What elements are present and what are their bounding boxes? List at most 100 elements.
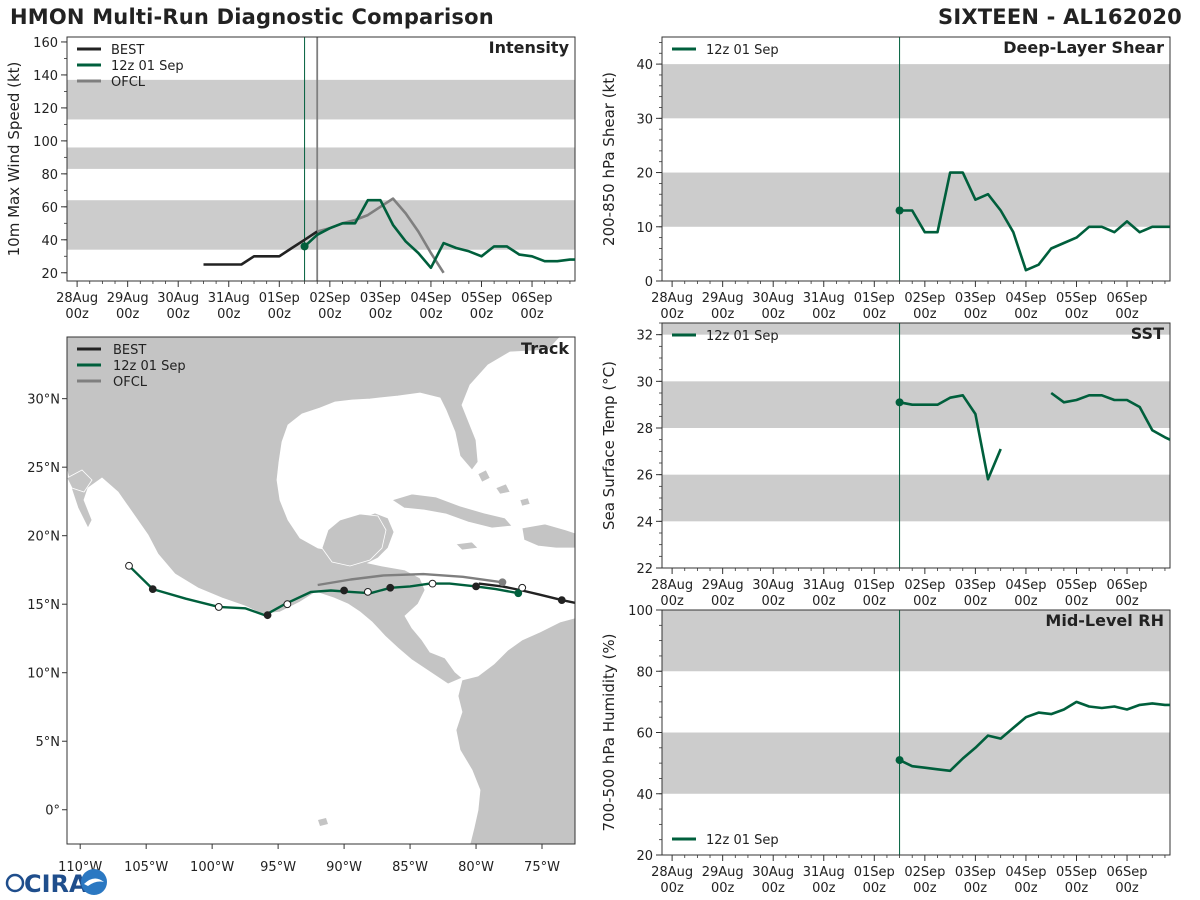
- intensity-xtick-label: 28Aug: [56, 291, 98, 306]
- intensity-xtick-label: 04Sep: [410, 291, 451, 306]
- sst-xtick-label: 01Sep: [854, 578, 895, 593]
- sst-xtick-label: 05Sep: [1056, 578, 1097, 593]
- sst-xtick-label-hour: 00z: [1014, 594, 1038, 609]
- track-line: [317, 572, 503, 587]
- shear-ytick-label: 40: [636, 58, 653, 73]
- rh-band: [662, 610, 1170, 672]
- rh-xtick-label-hour: 00z: [863, 881, 887, 896]
- chart-sst: 22242628303228Aug00z29Aug00z30Aug00z31Au…: [600, 322, 1171, 609]
- shear-xtick-label-hour: 00z: [1014, 307, 1038, 322]
- rh-ytick-label: 60: [636, 727, 653, 742]
- sst-xtick-label-hour: 00z: [1065, 594, 1089, 609]
- shear-xtick-label: 02Sep: [904, 291, 945, 306]
- intensity-band: [67, 200, 575, 250]
- track-legend-label: 12z 01 Sep: [113, 359, 186, 374]
- intensity-ytick-label: 160: [33, 36, 58, 51]
- rh-title: Mid-Level RH: [1045, 611, 1164, 630]
- sst-xtick-label: 28Aug: [651, 578, 693, 593]
- sst-band: [662, 323, 1170, 335]
- track-point: [125, 561, 133, 570]
- map-land-north-america: [67, 337, 561, 685]
- intensity-xtick-label: 29Aug: [107, 291, 149, 306]
- sst-xtick-label: 04Sep: [1005, 578, 1046, 593]
- rh-series-start-point: [895, 756, 904, 765]
- intensity-legend-label: 12z 01 Sep: [111, 59, 184, 74]
- shear-xtick-label-hour: 00z: [1115, 307, 1139, 322]
- intensity-ylabel: 10m Max Wind Speed (kt): [5, 62, 23, 257]
- rh-band: [662, 732, 1170, 794]
- intensity-legend-label: BEST: [111, 43, 144, 58]
- shear-xtick-label-hour: 00z: [812, 307, 836, 322]
- track-legend-label: BEST: [113, 343, 146, 358]
- shear-xtick-label-hour: 00z: [762, 307, 786, 322]
- rh-xtick-label-hour: 00z: [1014, 881, 1038, 896]
- intensity-ytick-label: 60: [41, 201, 58, 216]
- rh-xtick-label-hour: 00z: [812, 881, 836, 896]
- shear-xtick-label-hour: 00z: [964, 307, 988, 322]
- intensity-ytick-label: 20: [41, 267, 58, 282]
- sst-xtick-label-hour: 00z: [711, 594, 735, 609]
- track-point: [340, 586, 348, 595]
- map-land-bahamas: [477, 469, 531, 507]
- rh-xtick-label-hour: 00z: [660, 881, 684, 896]
- rh-ytick-label: 40: [636, 788, 653, 803]
- rh-xtick-label: 01Sep: [854, 865, 895, 880]
- rh-xtick-label-hour: 00z: [1115, 881, 1139, 896]
- map-land-yucatan: [321, 513, 387, 567]
- sst-frame: [661, 322, 1171, 569]
- map-land-jamaica: [455, 541, 479, 551]
- sst-ytick-label: 26: [636, 469, 653, 484]
- intensity-xtick-label-hour: 00z: [470, 307, 494, 322]
- shear-xtick-label: 28Aug: [651, 291, 693, 306]
- sst-xtick-label: 06Sep: [1107, 578, 1148, 593]
- intensity-legend-label: OFCL: [111, 75, 146, 90]
- sst-ytick-label: 32: [636, 329, 653, 344]
- shear-xtick-label: 04Sep: [1005, 291, 1046, 306]
- track-point: [428, 579, 437, 588]
- shear-legend-label: 12z 01 Sep: [706, 43, 779, 58]
- intensity-series-line: [203, 230, 318, 266]
- shear-series-start-point: [895, 206, 904, 215]
- rh-xtick-label: 04Sep: [1005, 865, 1046, 880]
- track-title: Track: [521, 339, 569, 358]
- rh-ytick-label: 100: [628, 604, 653, 619]
- sst-xtick-label: 29Aug: [702, 578, 744, 593]
- shear-xtick-label: 29Aug: [702, 291, 744, 306]
- storm-id: SIXTEEN - AL162020: [938, 5, 1182, 29]
- shear-xtick-label-hour: 00z: [863, 307, 887, 322]
- track-xtick-label: 75°W: [524, 860, 560, 875]
- intensity-xtick-label: 06Sep: [512, 291, 553, 306]
- sst-ytick-label: 22: [636, 562, 653, 577]
- map-land-galapagos: [318, 818, 328, 826]
- intensity-title: Intensity: [489, 38, 570, 57]
- shear-band: [662, 64, 1170, 119]
- rh-xtick-label-hour: 00z: [711, 881, 735, 896]
- sst-xtick-label-hour: 00z: [863, 594, 887, 609]
- track-point: [518, 583, 527, 592]
- sst-band: [662, 474, 1170, 522]
- track-ytick-label: 5°N: [36, 735, 61, 750]
- map-land-south-america: [455, 617, 575, 844]
- intensity-ytick-label: 100: [33, 135, 58, 150]
- intensity-xtick-label: 02Sep: [309, 291, 350, 306]
- logo-swirl-icon: [84, 878, 104, 886]
- sst-title: SST: [1131, 324, 1164, 343]
- shear-xtick-label-hour: 00z: [711, 307, 735, 322]
- map-land-baja: [67, 469, 93, 493]
- track-point: [214, 603, 223, 611]
- intensity-ytick-label: 140: [33, 69, 58, 84]
- track-xtick-label: 80°W: [458, 860, 494, 875]
- intensity-xtick-label: 05Sep: [461, 291, 502, 306]
- intensity-xtick-label-hour: 00z: [419, 307, 443, 322]
- rh-xtick-label: 30Aug: [752, 865, 794, 880]
- page-title: HMON Multi-Run Diagnostic Comparison: [10, 5, 494, 29]
- shear-ylabel: 200-850 hPa Shear (kt): [600, 72, 618, 246]
- rh-legend-label: 12z 01 Sep: [706, 833, 779, 848]
- intensity-frame: [66, 36, 576, 282]
- track-point: [498, 578, 507, 587]
- track-ytick-label: 30°N: [27, 393, 60, 408]
- track-point: [386, 583, 395, 592]
- track-xtick-label: 105°W: [124, 860, 168, 875]
- sst-xtick-label-hour: 00z: [660, 594, 684, 609]
- track-point: [514, 589, 523, 598]
